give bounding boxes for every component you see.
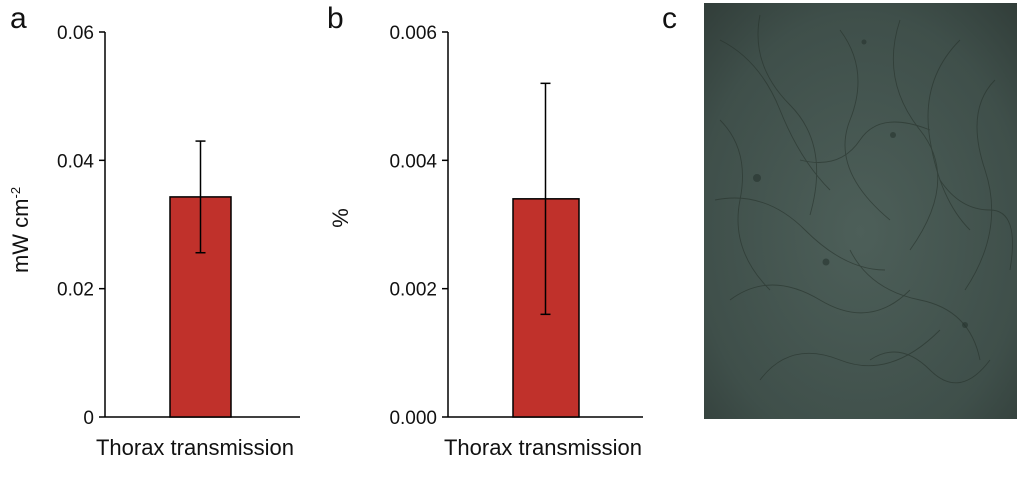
chart-a-y-tick-label: 0.02 xyxy=(57,280,94,301)
panel-a-label: a xyxy=(10,2,27,35)
chart-a-error-bar xyxy=(195,140,206,254)
chart-b: 0.000 0.002 0.004 0.006 % Thorax transmissi… xyxy=(328,23,643,460)
thorax-photo xyxy=(704,3,1017,419)
chart-b-y-tick-label: 0.006 xyxy=(389,23,437,44)
chart-b-x-axis-title: Thorax transmission xyxy=(444,435,642,460)
chart-b-y-axis-title: % xyxy=(328,208,353,228)
chart-a: 0 0.02 0.04 0.06 mW cm-2 Thorax transmissio… xyxy=(8,23,300,460)
chart-b-y-tick-label: 0.004 xyxy=(389,151,437,172)
chart-a-x-axis-title: Thorax transmission xyxy=(96,435,294,460)
chart-a-y-tick-label: 0.06 xyxy=(57,23,94,44)
chart-a-y-tick-label: 0.04 xyxy=(57,151,94,172)
panel-b-label: b xyxy=(327,2,344,35)
chart-a-y-axis-title: mW cm-2 xyxy=(8,187,33,273)
chart-a-y-tick-label: 0 xyxy=(83,408,94,429)
chart-b-y-tick-label: 0.000 xyxy=(389,408,437,429)
chart-b-error-bar xyxy=(540,82,551,316)
panel-c-label: c xyxy=(662,2,677,35)
chart-b-y-tick-label: 0.002 xyxy=(389,280,437,301)
